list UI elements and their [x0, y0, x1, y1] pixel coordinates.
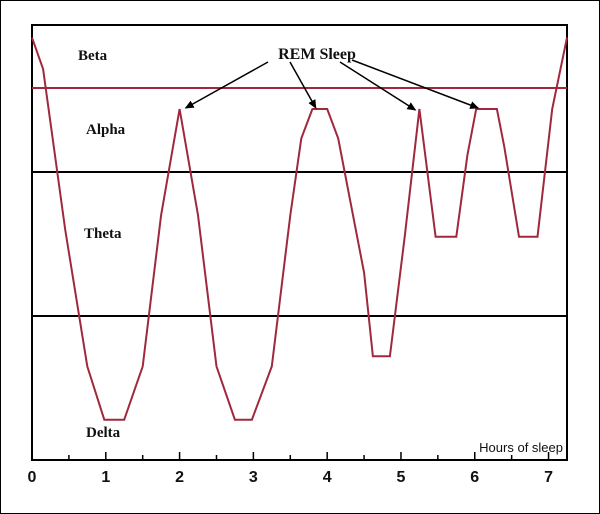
band-label-delta: Delta	[86, 425, 121, 441]
rem-arrow	[339, 61, 417, 111]
x-tick-label: 5	[397, 469, 406, 486]
x-axis-label: Hours of sleep	[479, 440, 563, 455]
rem-arrow	[289, 61, 317, 109]
x-tick-label: 6	[470, 469, 479, 486]
rem-arrow	[351, 59, 480, 109]
sleep-stage-line	[31, 37, 568, 421]
x-tick-label: 1	[101, 469, 110, 486]
plot-border	[31, 24, 568, 461]
x-tick-label: 4	[323, 469, 332, 486]
x-tick-label: 7	[544, 469, 553, 486]
band-label-alpha: Alpha	[86, 122, 126, 138]
x-tick-label: 2	[175, 469, 184, 486]
rem-sleep-label: REM Sleep	[278, 46, 356, 63]
rem-arrow	[184, 61, 269, 109]
band-label-theta: Theta	[84, 226, 122, 242]
x-tick-label: 0	[28, 469, 37, 486]
band-label-beta: Beta	[78, 48, 108, 64]
x-tick-label: 3	[249, 469, 258, 486]
